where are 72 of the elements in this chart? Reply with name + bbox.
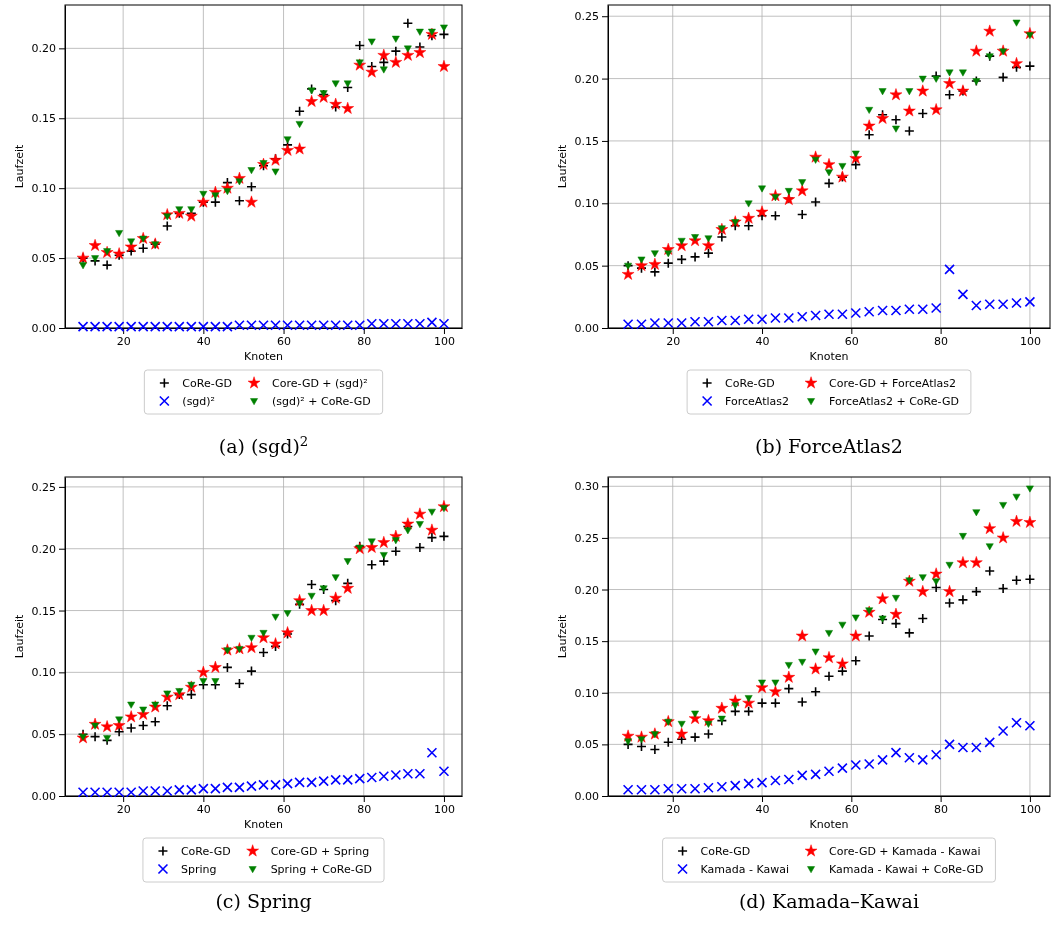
y-tick-label: 0.25	[31, 480, 56, 494]
x-tick-label: 40	[196, 802, 211, 816]
y-tick-label: 0.20	[574, 583, 599, 597]
x-tick-label: 60	[844, 802, 859, 816]
legend-label: CoRe-GD	[182, 377, 233, 390]
legend-label: Core-GD + ForceAtlas2	[829, 377, 957, 390]
legend-label: CoRe-GD	[180, 845, 231, 858]
y-tick-label: 0.15	[574, 635, 599, 649]
y-tick-label: 0.15	[31, 604, 56, 618]
y-tick-label: 0.25	[574, 10, 599, 24]
x-tick-label: 20	[116, 802, 131, 816]
y-tick-label: 0.10	[31, 182, 56, 196]
y-tick-label: 0.20	[574, 72, 599, 86]
legend-label: CoRe-GD	[700, 845, 751, 858]
y-tick-label: 0.20	[31, 542, 56, 556]
legend-label: Kamada - Kawai + CoRe-GD	[829, 863, 984, 876]
x-tick-label: 20	[116, 334, 131, 348]
y-tick-label: 0.10	[574, 686, 599, 700]
y-axis-title: Laufzeit	[13, 144, 26, 189]
y-axis-title: Laufzeit	[556, 614, 569, 659]
x-tick-label: 80	[357, 334, 372, 348]
legend-label: ForceAtlas2	[725, 395, 790, 408]
y-tick-label: 0.00	[31, 322, 56, 336]
legend-label: (sgd)² + CoRe-GD	[272, 395, 371, 408]
text: (c) Spring	[215, 890, 312, 912]
x-tick-label: 100	[433, 802, 455, 816]
y-tick-label: 0.15	[31, 112, 56, 126]
y-axis-title: Laufzeit	[13, 614, 26, 659]
text: (d) Kamada–Kawai	[738, 890, 920, 912]
x-tick-label: 80	[934, 334, 949, 348]
x-tick-label: 60	[844, 334, 859, 348]
y-tick-label: 0.00	[574, 322, 599, 336]
y-tick-label: 0.25	[574, 531, 599, 545]
x-tick-label: 20	[666, 334, 681, 348]
y-axis-title: Laufzeit	[556, 144, 569, 189]
x-tick-label: 40	[755, 802, 770, 816]
legend-label: CoRe-GD	[725, 377, 775, 390]
x-tick-label: 80	[357, 802, 372, 816]
legend-label: Core-GD + (sgd)²	[272, 377, 368, 390]
y-tick-label: 0.05	[31, 728, 56, 742]
x-tick-label: 100	[1019, 802, 1041, 816]
x-tick-label: 40	[755, 334, 770, 348]
x-tick-label: 40	[196, 334, 211, 348]
legend-label: Spring	[180, 863, 217, 876]
y-tick-label: 0.00	[574, 790, 599, 804]
x-tick-label: 60	[277, 334, 292, 348]
y-tick-label: 0.10	[574, 197, 599, 211]
y-tick-label: 0.10	[31, 666, 56, 680]
legend-label: Core-GD + Spring	[270, 845, 370, 858]
y-tick-label: 0.05	[574, 738, 599, 752]
x-tick-label: 100	[433, 334, 455, 348]
legend-label: Kamada - Kawai	[700, 863, 790, 876]
legend-label: ForceAtlas2 + CoRe-GD	[829, 395, 959, 408]
legend-label: Spring + CoRe-GD	[270, 863, 373, 876]
x-axis-title: Knoten	[244, 818, 284, 831]
x-axis-title: Knoten	[809, 350, 849, 363]
x-axis-title: Knoten	[244, 350, 284, 363]
x-axis-title: Knoten	[809, 818, 849, 831]
y-tick-label: 0.05	[574, 259, 599, 273]
legend-label: Core-GD + Kamada - Kawai	[829, 845, 981, 858]
y-tick-label: 0.00	[31, 790, 56, 804]
x-tick-label: 60	[277, 802, 292, 816]
x-tick-label: 80	[934, 802, 949, 816]
text: (b) ForceAtlas2	[755, 435, 903, 457]
y-tick-label: 0.30	[574, 480, 599, 494]
x-tick-label: 20	[666, 802, 681, 816]
x-tick-label: 100	[1019, 334, 1041, 348]
y-tick-label: 0.05	[31, 252, 56, 266]
legend-label: (sgd)²	[182, 395, 216, 408]
text: (a) (sgd)$^{2}$	[218, 433, 309, 457]
y-tick-label: 0.20	[31, 42, 56, 56]
y-tick-label: 0.15	[574, 134, 599, 148]
